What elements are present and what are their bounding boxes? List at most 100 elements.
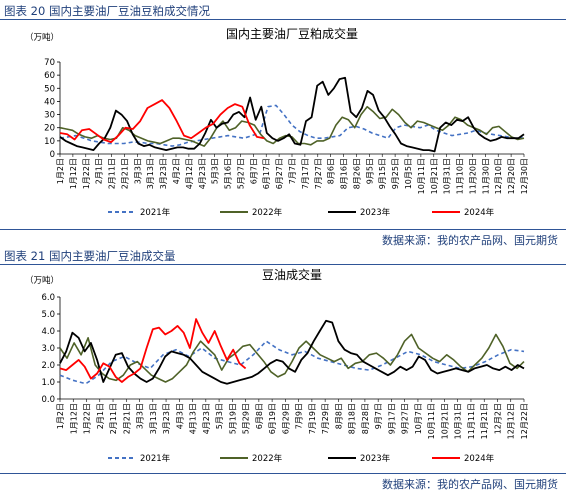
legend-label-2022: 2022年: [252, 453, 283, 464]
x-tick-label: 11月10日: [456, 158, 465, 194]
x-tick-label: 7月27日: [314, 158, 323, 189]
x-tick-label: 5月3日: [215, 403, 224, 429]
x-tick-label: 6月8日: [255, 403, 264, 429]
x-tick-label: 8月28日: [361, 403, 370, 434]
legend-label-2022: 2022年: [252, 207, 283, 218]
chart-title: 豆油成交量: [262, 267, 322, 282]
x-tick-label: 10月21日: [430, 158, 439, 194]
y-tick-label: 5.0: [41, 310, 55, 320]
y-tick-label: 20: [44, 124, 55, 134]
x-tick-label: 12月2日: [493, 403, 502, 434]
x-tick-label: 3月23日: [162, 403, 171, 434]
x-tick-label: 12月12日: [507, 403, 516, 439]
x-tick-label: 6月7日: [249, 158, 258, 184]
legend-label-2024: 2024年: [464, 453, 495, 464]
legend-label-2021: 2021年: [140, 453, 171, 464]
x-tick-label: 8月16日: [340, 158, 349, 189]
x-tick-label: 9月25日: [391, 158, 400, 189]
x-tick-label: 4月12日: [185, 158, 194, 189]
x-tick-label: 1月22日: [83, 403, 92, 434]
chart-title: 国内主要油厂豆粕成交量: [226, 26, 358, 41]
x-tick-label: 12月10日: [494, 158, 503, 194]
x-tick-label: 11月20日: [468, 158, 477, 194]
x-tick-label: 7月19日: [308, 403, 317, 434]
x-tick-label: 10月21日: [440, 403, 449, 439]
legend-label-2024: 2024年: [464, 207, 495, 218]
x-tick-label: 10月7日: [414, 403, 423, 434]
series-line-2023: [59, 76, 525, 153]
y-tick-label: 2.0: [41, 361, 55, 371]
x-tick-label: 2月1日: [95, 158, 104, 184]
x-tick-label: 12月20日: [507, 158, 516, 194]
x-tick-label: 5月19日: [228, 403, 237, 434]
x-tick-label: 3月23日: [159, 158, 168, 189]
series-line-2024: [59, 99, 265, 144]
y-axis-unit: （万吨）: [25, 32, 59, 43]
y-tick-label: 0: [50, 150, 55, 160]
series-line-2022: [59, 105, 525, 147]
y-tick-label: 30: [44, 111, 55, 121]
x-tick-label: 5月29日: [242, 403, 251, 434]
x-tick-label: 2月21日: [122, 403, 131, 434]
source-rule-2: [0, 473, 566, 474]
legend-label-2021: 2021年: [140, 207, 171, 218]
x-tick-label: 4月23日: [202, 403, 211, 434]
caption-rule-1: [0, 19, 566, 20]
y-tick-label: 50: [44, 84, 55, 94]
x-tick-label: 9月7日: [374, 403, 383, 429]
figure-caption-2: 图表 21 国内主要油厂豆油成交量: [4, 249, 176, 263]
x-tick-label: 4月13日: [189, 403, 198, 434]
x-tick-label: 1月2日: [56, 403, 65, 429]
x-tick-label: 6月17日: [262, 158, 271, 189]
x-tick-label: 2月11日: [109, 403, 118, 434]
x-tick-label: 7月7日: [288, 158, 297, 184]
data-source-1: 数据来源：我的农产品网、国元期货: [382, 234, 558, 247]
y-tick-label: 6.0: [41, 293, 55, 303]
x-tick-label: 9月27日: [401, 403, 410, 434]
series-line-2022: [59, 333, 525, 383]
x-tick-label: 2月1日: [96, 403, 105, 429]
x-tick-label: 4月2日: [172, 158, 181, 184]
legend-label-2023: 2023年: [360, 453, 391, 464]
series-line-2024: [59, 318, 247, 383]
y-tick-label: 1.0: [41, 378, 55, 388]
y-tick-label: 0.0: [41, 395, 55, 405]
x-tick-label: 6月29日: [281, 403, 290, 434]
x-tick-label: 1月12日: [69, 158, 78, 189]
x-tick-label: 2月21日: [120, 158, 129, 189]
x-tick-label: 8月18日: [348, 403, 357, 434]
series-line-2021: [59, 340, 525, 385]
figure-caption-1: 图表 20 国内主要油厂豆油豆粕成交情况: [4, 4, 210, 18]
x-tick-label: 10月11日: [417, 158, 426, 194]
x-tick-label: 4月23日: [198, 158, 207, 189]
x-tick-label: 5月27日: [236, 158, 245, 189]
y-tick-label: 40: [44, 97, 55, 107]
x-tick-label: 7月29日: [321, 403, 330, 434]
x-tick-label: 10月31日: [443, 158, 452, 194]
y-tick-label: 4.0: [41, 327, 55, 337]
chart-soybean-meal: 国内主要油厂豆粕成交量 （万吨） 0 10 20 30 40 50 60 70 1月2日 1月12日 1…: [25, 26, 529, 218]
y-axis-unit: （万吨）: [25, 275, 59, 286]
x-tick-label: 3月13日: [149, 403, 158, 434]
x-tick-label: 7月17日: [301, 158, 310, 189]
x-tick-label: 5月3日: [211, 158, 220, 184]
x-tick-label: 11月21日: [480, 403, 489, 439]
data-source-2: 数据来源：我的农产品网、国元期货: [382, 478, 558, 491]
x-tick-label: 10月11日: [427, 403, 436, 439]
x-tick-label: 10月31日: [454, 403, 463, 439]
x-tick-label: 11月30日: [481, 158, 490, 194]
series-line-2023: [59, 319, 525, 385]
legend-label-2023: 2023年: [360, 207, 391, 218]
caption-rule-2: [0, 264, 566, 265]
y-tick-label: 60: [44, 71, 55, 81]
x-tick-label: 11月11日: [467, 403, 476, 439]
x-tick-label: 3月13日: [146, 158, 155, 189]
source-rule-1: [0, 229, 566, 230]
x-tick-label: 10月5日: [404, 158, 413, 189]
x-tick-label: 8月6日: [327, 158, 336, 184]
x-tick-label: 2月11日: [108, 158, 117, 189]
x-tick-label: 7月9日: [295, 403, 304, 429]
x-tick-label: 6月27日: [275, 158, 284, 189]
x-tick-label: 9月17日: [387, 403, 396, 434]
x-tick-label: 8月26日: [352, 158, 361, 189]
